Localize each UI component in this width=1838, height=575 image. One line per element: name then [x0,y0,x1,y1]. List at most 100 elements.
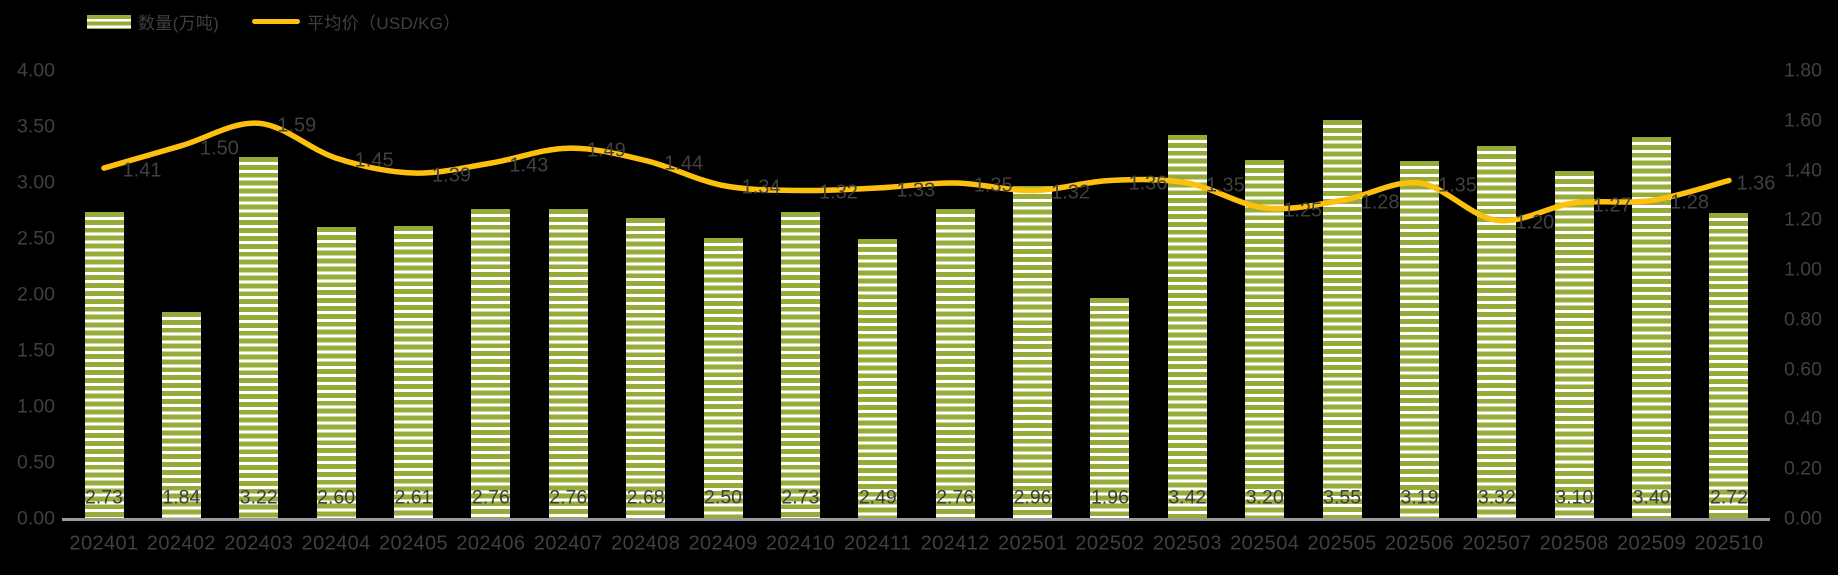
line-value-label: 1.28 [1360,191,1400,214]
avg-price-line [101,120,1732,224]
x-axis-label: 202411 [843,532,912,555]
bar-value-label: 2.76 [549,486,588,509]
bar [161,311,201,518]
bar-value-label: 2.72 [1709,486,1748,509]
x-axis-label: 202407 [533,532,603,555]
x-axis-label: 202406 [456,532,526,555]
bar [471,208,511,518]
line-value-label: 1.33 [896,179,936,202]
bar [1013,186,1053,518]
line-value-label: 1.49 [586,139,626,162]
left-axis-tick: 2.00 [17,283,55,306]
bar [84,212,124,518]
right-axis-tick: 1.20 [1784,208,1822,231]
bar-value-label: 3.20 [1245,486,1284,509]
left-axis-tick: 1.00 [17,395,55,418]
bar-value-label: 3.40 [1632,486,1671,509]
right-axis-tick: 0.60 [1784,358,1822,381]
x-axis-label: 202412 [920,532,990,555]
line-value-label: 1.35 [973,174,1013,197]
bar [935,208,975,518]
left-axis-tick: 0.50 [17,451,55,474]
bar [858,239,898,518]
bar-value-label: 2.60 [317,486,356,509]
line-value-label: 1.44 [664,152,704,175]
x-axis-label: 202507 [1462,532,1532,555]
bar [626,217,666,518]
x-axis-label: 202403 [224,532,294,555]
left-axis-tick: 3.00 [17,171,55,194]
legend-label-quantity: 数量(万吨) [138,14,220,33]
line-series-swatch-icon [252,18,301,25]
bar-value-label: 2.73 [85,486,123,509]
x-axis-label: 202506 [1384,532,1455,555]
right-axis-tick: 1.80 [1784,59,1822,82]
x-axis-label: 202508 [1539,532,1609,555]
bar-value-label: 1.96 [1090,486,1129,509]
bar-value-label: 3.55 [1323,486,1362,509]
right-axis-tick: 0.00 [1784,507,1822,530]
right-axis-tick: 0.40 [1784,407,1822,430]
bar-value-label: 2.61 [394,486,433,509]
legend-label-avg-price: 平均价（USD/KG） [307,14,461,33]
bar-value-label: 3.22 [239,486,278,509]
bar [780,212,820,518]
line-value-label: 1.50 [199,137,239,160]
bar-value-label: 2.68 [626,486,665,509]
x-axis-label: 202402 [146,532,216,555]
x-axis-label: 202501 [997,532,1068,555]
bar-value-label: 3.32 [1477,486,1516,509]
x-axis-label: 202504 [1230,532,1300,555]
line-value-label: 1.45 [354,149,394,172]
bar [1090,298,1130,518]
bar [1167,134,1207,518]
bar [239,157,279,518]
bar-value-label: 2.73 [781,486,820,509]
right-axis-tick: 1.00 [1784,258,1822,281]
legend-item-quantity: 数量(万吨) [87,9,219,34]
line-value-label: 1.41 [122,159,162,182]
left-axis-tick: 3.50 [17,115,55,138]
bar-value-label: 2.76 [471,486,510,509]
line-value-label: 1.39 [432,164,471,187]
x-axis-label: 202503 [1152,532,1222,555]
bar [548,208,588,518]
bar [394,225,434,518]
bar-value-label: 2.76 [936,486,975,509]
left-axis-tick: 1.50 [17,339,55,362]
line-value-label: 1.36 [1736,172,1776,194]
x-axis-label: 202410 [765,532,835,555]
x-axis-label: 202502 [1075,532,1145,555]
legend-item-avg-price: 平均价（USD/KG） [252,9,460,34]
bar-value-label: 3.42 [1168,486,1207,509]
line-value-label: 1.27 [1592,194,1632,217]
x-axis-line [62,518,1770,521]
bar [1399,160,1439,518]
x-axis-label: 202505 [1307,532,1377,555]
bar [1245,159,1285,518]
left-axis-tick: 4.00 [17,59,55,82]
line-value-label: 1.25 [1283,199,1323,222]
bar-value-label: 1.84 [162,486,201,509]
right-axis-tick: 1.40 [1784,159,1822,182]
line-value-label: 1.28 [1670,191,1710,214]
line-value-label: 1.20 [1515,211,1555,234]
line-value-label: 1.59 [277,114,317,137]
bar [1322,120,1362,518]
bar [1477,146,1517,518]
bar [703,238,743,518]
bar [316,226,356,518]
line-value-label: 1.32 [818,181,858,204]
x-axis-label: 202510 [1694,532,1764,555]
bar-value-label: 3.19 [1400,486,1439,509]
bar-value-label: 2.96 [1013,486,1052,509]
legend: 数量(万吨) 平均价（USD/KG） [87,9,461,34]
x-axis-label: 202401 [69,532,139,555]
bar [1709,213,1749,518]
x-axis-label: 202509 [1617,532,1687,555]
x-axis-label: 202408 [611,532,681,555]
right-axis-tick: 0.80 [1784,308,1822,331]
bar [1554,170,1594,518]
